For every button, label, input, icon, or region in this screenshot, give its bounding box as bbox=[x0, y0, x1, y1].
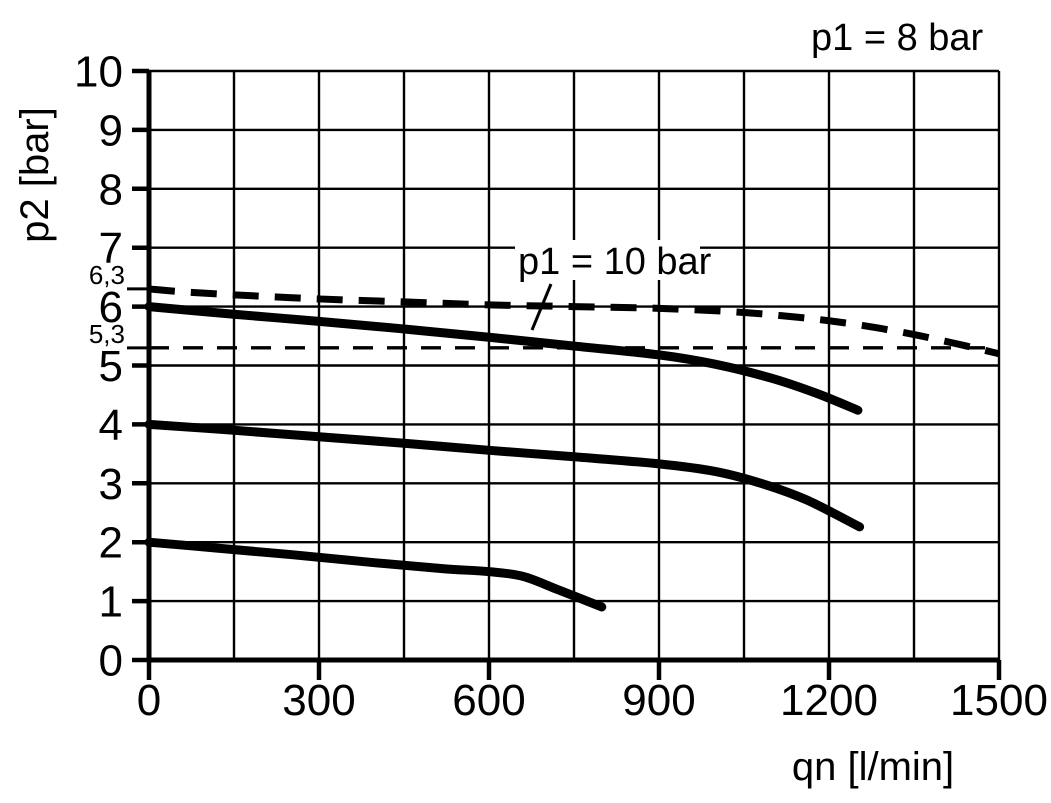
x-tick-label: 1500 bbox=[950, 676, 1048, 725]
annotation-p1-8bar: p1 = 8 bar bbox=[811, 17, 984, 59]
x-axis-tick-labels: 0 300 600 900 1200 1500 bbox=[137, 676, 1048, 725]
x-tick-label: 900 bbox=[622, 676, 695, 725]
y-tick-label: 5 bbox=[99, 342, 123, 391]
x-tick-label: 600 bbox=[452, 676, 525, 725]
leader-line bbox=[530, 283, 553, 331]
series-curve bbox=[148, 285, 1000, 358]
y-tick-label: 4 bbox=[99, 401, 123, 450]
x-axis-title: qn [l/min] bbox=[792, 745, 954, 789]
y-axis-ticks bbox=[132, 68, 149, 663]
data-series bbox=[144, 285, 1000, 612]
y-special-tick-label: 6,3 bbox=[89, 260, 125, 290]
y-tick-label: 9 bbox=[99, 106, 123, 155]
y-axis-title-group: p2 [bar] bbox=[13, 107, 57, 243]
y-special-tick-label: 5,3 bbox=[89, 319, 125, 349]
x-tick-label: 300 bbox=[282, 676, 355, 725]
series-curve bbox=[144, 419, 865, 532]
y-tick-label: 6 bbox=[99, 283, 123, 332]
y-tick-label: 3 bbox=[99, 460, 123, 509]
y-tick-label: 8 bbox=[99, 165, 123, 214]
y-axis-special-ticks: 6,3 5,3 bbox=[89, 260, 149, 350]
label-p1-10bar: p1 = 10 bar bbox=[518, 241, 712, 283]
x-tick-label: 0 bbox=[137, 676, 161, 725]
grid-vertical bbox=[147, 71, 1001, 660]
x-axis-ticks bbox=[146, 660, 1002, 680]
y-tick-label: 0 bbox=[99, 637, 123, 686]
x-tick-label: 1200 bbox=[780, 676, 878, 725]
y-tick-label: 10 bbox=[74, 48, 123, 97]
annotation-p1-10bar: p1 = 10 bar bbox=[515, 240, 712, 331]
y-tick-label: 2 bbox=[99, 519, 123, 568]
x-axis-title-group: qn [l/min] bbox=[792, 745, 954, 789]
label-p1-8bar: p1 = 8 bar bbox=[811, 17, 984, 59]
y-tick-label: 7 bbox=[99, 224, 123, 273]
series-curve bbox=[144, 302, 863, 415]
series-curve bbox=[144, 537, 607, 612]
label-backdrop bbox=[515, 240, 700, 280]
y-tick-label: 1 bbox=[99, 578, 123, 627]
y-axis-tick-labels: 0 1 2 3 4 5 6 7 8 9 10 bbox=[74, 48, 123, 686]
y-axis-title: p2 [bar] bbox=[13, 107, 57, 243]
